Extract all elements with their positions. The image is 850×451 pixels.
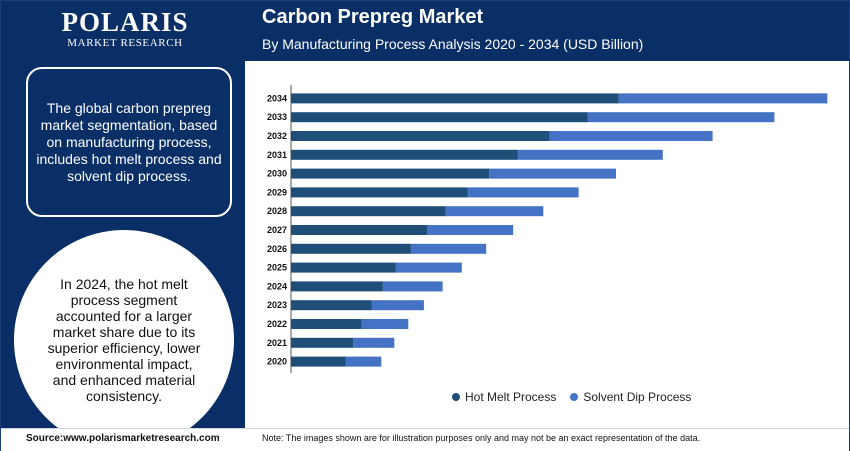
bar-2032-solvent-dip	[549, 131, 713, 141]
bar-2027-hot-melt	[291, 225, 427, 235]
legend-swatch-solvent-dip	[570, 393, 579, 401]
source-text: Source:www.polarismarketresearch.com	[26, 433, 220, 444]
header-band	[245, 1, 849, 61]
legend-item-hot-melt: Hot Melt Process	[452, 390, 556, 404]
tick-label-2026: 2026	[267, 244, 287, 254]
bar-2029-hot-melt	[291, 187, 468, 198]
tick-label-2031: 2031	[267, 150, 287, 160]
tick-label-2023: 2023	[267, 300, 287, 310]
tick-label-2020: 2020	[267, 357, 287, 367]
bar-2023-solvent-dip	[371, 300, 424, 311]
bar-2031-solvent-dip	[517, 149, 663, 160]
tick-label-2022: 2022	[267, 319, 287, 329]
bar-2025-hot-melt	[291, 262, 396, 273]
bar-2032-hot-melt	[291, 131, 550, 141]
bar-2034-solvent-dip	[618, 93, 828, 104]
bar-2020-hot-melt	[291, 356, 346, 367]
brand-tagline: MARKET RESEARCH	[67, 37, 183, 49]
segmentation-info-box: The global carbon prepreg market segment…	[26, 67, 232, 217]
tick-label-2032: 2032	[267, 131, 287, 141]
legend-swatch-hot-melt	[452, 393, 460, 401]
tick-label-2028: 2028	[267, 206, 287, 216]
bar-2022-hot-melt	[291, 319, 362, 329]
insight-circle: In 2024, the hot melt process segment ac…	[14, 230, 234, 450]
bar-2021-hot-melt	[291, 337, 354, 348]
bar-2028-hot-melt	[291, 206, 446, 217]
tick-label-2025: 2025	[267, 263, 287, 273]
insight-text: In 2024, the hot melt process segment ac…	[47, 276, 201, 404]
bar-2024-hot-melt	[291, 281, 383, 292]
legend-label-solvent-dip: Solvent Dip Process	[583, 390, 692, 404]
tick-label-2021: 2021	[267, 338, 287, 348]
bar-2027-solvent-dip	[427, 225, 514, 235]
brand-logo: POLARIS MARKET RESEARCH	[30, 8, 220, 50]
bar-2026-hot-melt	[291, 243, 411, 254]
bar-2020-solvent-dip	[345, 356, 382, 367]
tick-label-2027: 2027	[267, 225, 287, 235]
tick-label-2024: 2024	[267, 281, 287, 291]
chart-title: Carbon Prepreg Market	[262, 6, 484, 28]
bar-2034-hot-melt	[291, 93, 619, 104]
legend: Hot Melt Process Solvent Dip Process	[452, 390, 691, 404]
bar-2023-hot-melt	[291, 300, 372, 311]
bar-2030-hot-melt	[291, 168, 490, 179]
chart-subtitle: By Manufacturing Process Analysis 2020 -…	[262, 36, 644, 52]
bar-2026-solvent-dip	[410, 243, 487, 254]
bar-2029-solvent-dip	[467, 187, 579, 198]
tick-label-2029: 2029	[267, 187, 287, 197]
segmentation-text: The global carbon prepreg market segment…	[36, 99, 222, 184]
bar-2033-hot-melt	[291, 112, 588, 123]
year-tick-labels: 2034 2033 2032 2031 2030 2029 2028 2027 2026 2025…	[267, 93, 287, 366]
bar-2028-solvent-dip	[445, 206, 544, 217]
legend-item-solvent-dip: Solvent Dip Process	[570, 390, 691, 404]
tick-label-2033: 2033	[267, 112, 287, 122]
footer-bar	[1, 428, 849, 451]
bar-2024-solvent-dip	[382, 281, 443, 292]
tick-label-2030: 2030	[267, 169, 287, 179]
bar-2033-solvent-dip	[587, 112, 775, 123]
bar-2025-solvent-dip	[395, 262, 462, 273]
disclaimer-note: Note: The images shown are for illustrat…	[262, 433, 701, 443]
bar-chart: 2034 2033 2032 2031 2030 2029 2028 2027 2026 2025…	[267, 85, 828, 373]
bars-group	[291, 93, 828, 367]
brand-name: POLARIS	[61, 7, 189, 37]
tick-label-2034: 2034	[267, 93, 287, 103]
bar-2022-solvent-dip	[361, 319, 409, 329]
legend-label-hot-melt: Hot Melt Process	[465, 390, 557, 404]
bar-2031-hot-melt	[291, 149, 518, 160]
bar-2021-solvent-dip	[353, 337, 395, 348]
bar-2030-solvent-dip	[489, 168, 616, 179]
